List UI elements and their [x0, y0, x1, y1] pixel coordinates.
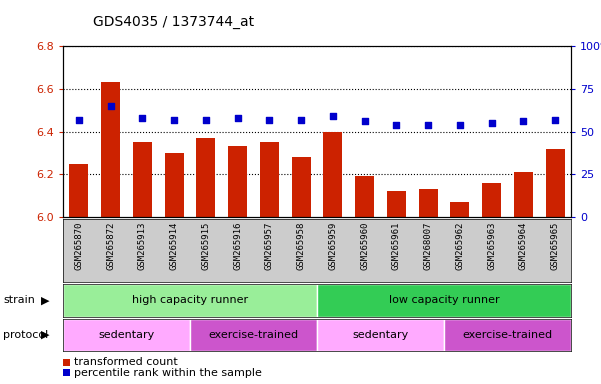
Text: GSM265961: GSM265961 [392, 222, 401, 270]
Text: GSM265913: GSM265913 [138, 222, 147, 270]
Text: GSM265959: GSM265959 [328, 222, 337, 270]
Bar [444, 319, 571, 351]
Text: ▶: ▶ [41, 330, 49, 340]
Text: GSM265957: GSM265957 [265, 222, 274, 270]
Bar [291, 157, 311, 217]
Point [487, 120, 496, 126]
Bar [260, 142, 279, 217]
Point [233, 115, 242, 121]
Text: sedentary: sedentary [99, 330, 154, 340]
Bar [228, 146, 247, 217]
Bar [387, 191, 406, 217]
Bar [323, 131, 343, 217]
Bar [190, 319, 317, 351]
Point [551, 116, 560, 122]
Text: GSM265870: GSM265870 [75, 222, 84, 270]
Text: sedentary: sedentary [352, 330, 409, 340]
Text: GSM265915: GSM265915 [201, 222, 210, 270]
Text: GSM265960: GSM265960 [360, 222, 369, 270]
Text: strain: strain [3, 295, 35, 306]
Text: GSM265916: GSM265916 [233, 222, 242, 270]
Point [455, 122, 465, 128]
Bar [197, 138, 215, 217]
Text: GSM265965: GSM265965 [551, 222, 560, 270]
Bar [418, 189, 438, 217]
Bar [546, 149, 564, 217]
Point [138, 115, 147, 121]
Text: exercise-trained: exercise-trained [462, 330, 552, 340]
Text: GSM265914: GSM265914 [169, 222, 178, 270]
Text: transformed count: transformed count [74, 358, 178, 367]
Text: high capacity runner: high capacity runner [132, 295, 248, 306]
Bar [165, 153, 184, 217]
Bar [317, 284, 571, 317]
Point [519, 118, 528, 124]
Point [392, 122, 401, 128]
Text: GSM265962: GSM265962 [456, 222, 465, 270]
Bar [450, 202, 469, 217]
Bar [317, 319, 444, 351]
Bar [70, 164, 88, 217]
Text: GDS4035 / 1373744_at: GDS4035 / 1373744_at [93, 15, 254, 29]
Point [201, 116, 211, 122]
Text: ▶: ▶ [41, 295, 49, 306]
Bar [63, 284, 317, 317]
Text: GSM265872: GSM265872 [106, 222, 115, 270]
Point [423, 122, 433, 128]
Point [169, 116, 179, 122]
Text: GSM265963: GSM265963 [487, 222, 496, 270]
Point [328, 113, 338, 119]
Text: GSM265964: GSM265964 [519, 222, 528, 270]
Point [74, 116, 84, 122]
Text: percentile rank within the sample: percentile rank within the sample [74, 368, 262, 378]
Point [264, 116, 274, 122]
Point [360, 118, 370, 124]
Text: exercise-trained: exercise-trained [209, 330, 299, 340]
Text: low capacity runner: low capacity runner [389, 295, 499, 306]
Bar [133, 142, 152, 217]
Bar [355, 176, 374, 217]
Point [296, 116, 306, 122]
Text: protocol: protocol [3, 330, 48, 340]
Text: GSM268007: GSM268007 [424, 222, 433, 270]
Bar [63, 319, 190, 351]
Bar [514, 172, 533, 217]
Text: GSM265958: GSM265958 [297, 222, 306, 270]
Bar [101, 83, 120, 217]
Bar [482, 183, 501, 217]
Point [106, 103, 115, 109]
